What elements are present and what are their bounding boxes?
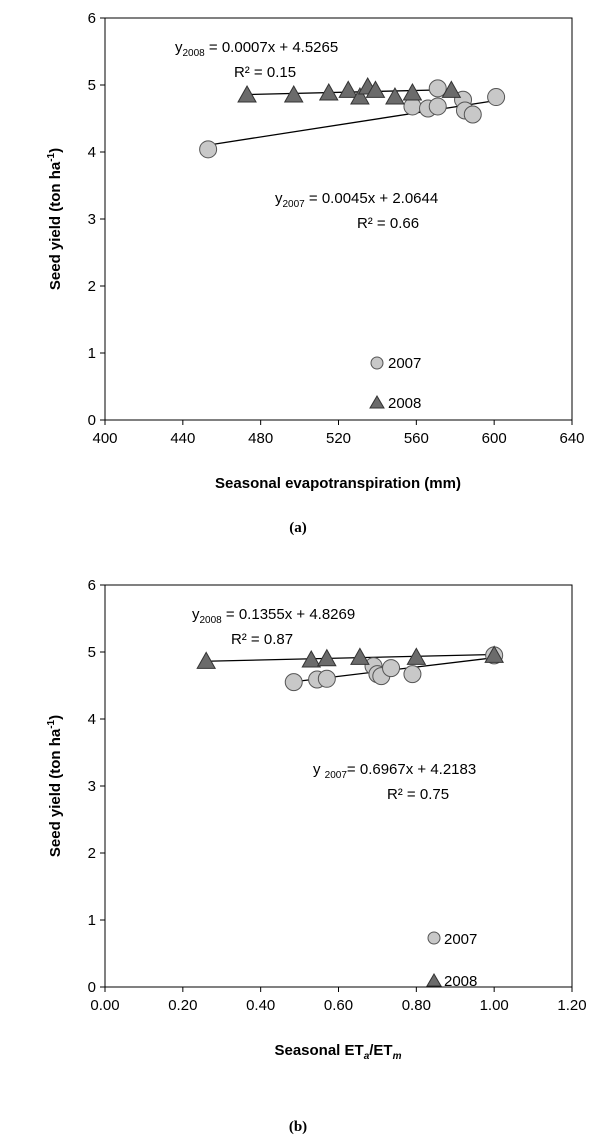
y-tick-label: 4: [88, 144, 96, 161]
y-tick-label: 2: [88, 278, 96, 295]
x-tick-label: 0.40: [246, 997, 275, 1014]
legend-marker-2007: [370, 356, 384, 370]
y-tick-label: 0: [88, 979, 96, 996]
chart-a-caption: (a): [289, 520, 307, 536]
y-tick-label: 4: [88, 711, 96, 728]
x-tick-label: 480: [248, 430, 273, 447]
y-tick-label: 6: [88, 10, 96, 27]
data-point-2007: [428, 79, 447, 98]
chart-b-equation-2007: y 2007= 0.6967x + 4.2183: [313, 761, 476, 781]
legend-label-2007: 2007: [444, 931, 477, 948]
data-point-2008: [406, 647, 427, 665]
chart-a: 0 1 2 3 4 5 6 400 440 480 520 560 600 640 y2008 = 0.…: [46, 10, 585, 536]
x-tick-label: 1.20: [557, 997, 586, 1014]
data-point-2008: [484, 645, 505, 663]
data-point-2007: [284, 673, 303, 692]
chart-b-plot-area: [104, 584, 573, 988]
chart-a-r2-2008: R² = 0.15: [234, 64, 296, 81]
data-point-2007: [382, 659, 401, 678]
x-tick-label: 640: [559, 430, 584, 447]
x-tick-label: 0.20: [168, 997, 197, 1014]
data-point-2008: [196, 651, 217, 669]
chart-a-y-axis-label: Seed yield (ton ha-1): [46, 148, 64, 290]
trendline-2007: [208, 99, 497, 146]
data-point-2007: [199, 140, 218, 159]
data-point-2008: [350, 647, 370, 665]
chart-a-legend: 2007 2008: [369, 355, 421, 412]
data-point-2008: [385, 87, 405, 105]
y-tick-label: 5: [88, 77, 96, 94]
y-tick-label: 2: [88, 845, 96, 862]
y-tick-label: 3: [88, 211, 96, 228]
legend-label-2007: 2007: [388, 355, 421, 372]
chart-b-equation-2008: y2008 = 0.1355x + 4.8269: [192, 606, 355, 626]
x-tick-label: 440: [170, 430, 195, 447]
data-point-2008: [338, 80, 359, 98]
data-point-2007: [403, 665, 422, 684]
chart-b-r2-2007: R² = 0.75: [387, 786, 449, 803]
chart-b-x-axis-label: Seasonal ETa/ETm: [274, 1042, 401, 1062]
x-tick-label: 0.00: [90, 997, 119, 1014]
data-point-2008: [365, 80, 386, 98]
chart-a-x-axis-label: Seasonal evapotranspiration (mm): [215, 475, 461, 492]
chart-a-r2-2007: R² = 0.66: [357, 215, 419, 232]
data-point-2008: [318, 83, 339, 101]
data-point-2008: [237, 85, 257, 103]
chart-b-legend: 2007 2008: [426, 931, 477, 990]
trendline-2008: [206, 653, 495, 662]
x-tick-label: 400: [92, 430, 117, 447]
chart-b: 0 1 2 3 4 5 6 0.00 0.20 0.40 0.60 0.80 1.00 1.20 y20…: [46, 577, 587, 1135]
y-tick-label: 1: [88, 345, 96, 362]
chart-a-equation-2007: y2007 = 0.0045x + 2.0644: [275, 190, 438, 210]
x-tick-label: 520: [326, 430, 351, 447]
chart-b-caption: (b): [289, 1119, 307, 1135]
chart-b-y-axis-label: Seed yield (ton ha-1): [46, 715, 64, 857]
x-tick-label: 0.60: [324, 997, 353, 1014]
data-point-2008: [283, 85, 304, 103]
x-tick-label: 1.00: [480, 997, 509, 1014]
data-point-2007: [317, 669, 336, 688]
data-point-2008: [301, 650, 322, 668]
data-point-2008: [316, 648, 337, 667]
data-point-2007: [487, 88, 506, 107]
data-point-2008: [402, 83, 423, 101]
x-tick-label: 600: [482, 430, 507, 447]
data-point-2007: [428, 97, 447, 116]
x-tick-label: 0.80: [402, 997, 431, 1014]
y-tick-label: 0: [88, 412, 96, 429]
chart-a-plot-area: [104, 17, 573, 421]
data-point-2008: [350, 87, 370, 105]
y-tick-label: 1: [88, 912, 96, 929]
x-tick-label: 560: [404, 430, 429, 447]
y-tick-label: 3: [88, 778, 96, 795]
legend-label-2008: 2008: [444, 973, 477, 990]
legend-marker-2007: [427, 931, 441, 945]
data-point-2007: [463, 105, 482, 124]
y-tick-label: 5: [88, 644, 96, 661]
chart-b-r2-2008: R² = 0.87: [231, 631, 293, 648]
data-point-2008: [441, 80, 462, 98]
legend-marker-2008: [426, 973, 442, 987]
y-tick-label: 6: [88, 577, 96, 594]
legend-label-2008: 2008: [388, 395, 421, 412]
chart-a-equation-2008: y2008 = 0.0007x + 4.5265: [175, 39, 338, 59]
legend-marker-2008: [369, 395, 385, 409]
